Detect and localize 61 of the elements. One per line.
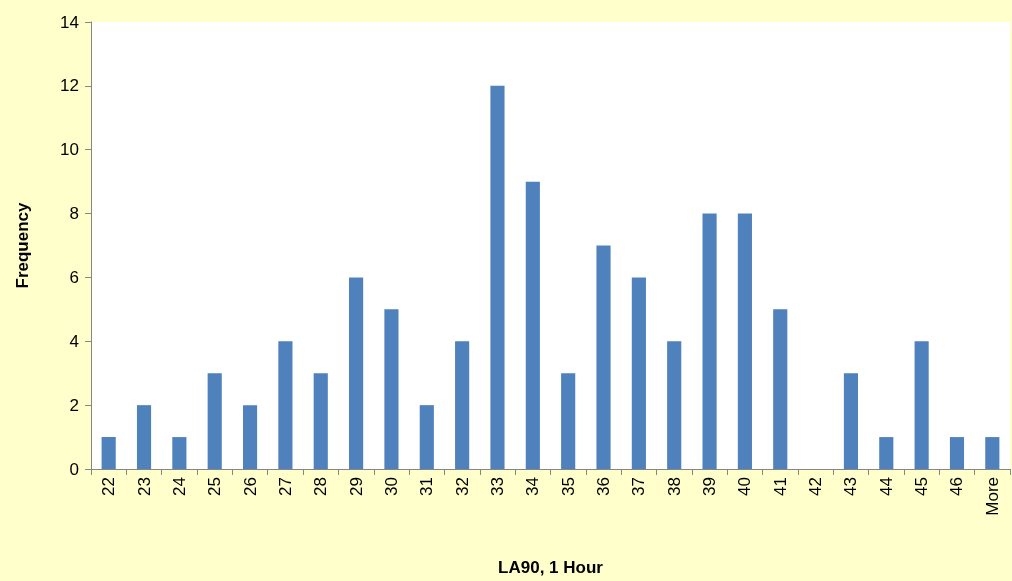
bar (278, 341, 293, 469)
x-tick-label: 34 (523, 477, 543, 496)
bar (101, 437, 116, 469)
x-tick-label: 37 (629, 477, 649, 496)
x-tick-label: More (982, 477, 1002, 516)
y-tick-label: 2 (69, 395, 79, 415)
bar (172, 437, 187, 469)
y-tick-label: 8 (69, 204, 79, 224)
bar (949, 437, 965, 469)
x-tick-label: 45 (912, 477, 932, 496)
bar (490, 85, 505, 469)
bar (985, 437, 1000, 469)
x-tick-label: 25 (205, 477, 225, 496)
bar (136, 405, 152, 469)
bar (737, 213, 752, 469)
x-tick-label: 41 (770, 477, 790, 496)
x-tick-label: 43 (841, 477, 861, 496)
bar (313, 373, 328, 469)
x-tick-label: 24 (169, 477, 189, 496)
bar (561, 373, 576, 469)
bar (773, 309, 788, 469)
x-axis-title: LA90, 1 Hour (498, 558, 604, 577)
x-tick-label: 36 (594, 477, 614, 496)
bar (525, 181, 540, 469)
x-tick-label: 27 (275, 477, 295, 496)
bar (419, 405, 434, 469)
bar (843, 373, 859, 469)
x-tick-label: 35 (558, 477, 578, 496)
bar (384, 309, 399, 469)
x-tick-label: 28 (311, 477, 331, 496)
x-tick-label: 42 (806, 477, 826, 496)
x-tick-label: 26 (240, 477, 260, 496)
bar (914, 341, 929, 469)
y-tick-label: 4 (69, 331, 79, 351)
x-tick-label: 33 (487, 477, 507, 496)
bar (207, 373, 222, 469)
bar (349, 277, 364, 469)
bar (879, 437, 894, 469)
y-axis-title: Frequency (13, 201, 32, 289)
bar (667, 341, 682, 469)
bar (455, 341, 470, 469)
x-tick-label: 38 (664, 477, 684, 496)
x-tick-label: 40 (735, 477, 755, 496)
x-tick-label: 46 (947, 477, 967, 496)
x-tick-label: 31 (417, 477, 437, 496)
x-tick-label: 30 (381, 477, 401, 496)
y-tick-label: 12 (60, 76, 79, 96)
bar (702, 213, 717, 469)
x-tick-label: 29 (346, 477, 366, 496)
y-tick-label: 14 (60, 12, 79, 32)
x-tick-label: 23 (134, 477, 154, 496)
y-tick-label: 0 (69, 459, 79, 479)
x-tick-label: 22 (99, 477, 119, 496)
x-tick-label: 32 (452, 477, 472, 496)
y-tick-label: 10 (60, 140, 79, 160)
bar (596, 245, 611, 469)
y-tick-label: 6 (69, 267, 79, 287)
x-tick-label: 39 (700, 477, 720, 496)
bar (242, 405, 258, 469)
bar (631, 277, 646, 469)
x-tick-label: 44 (876, 477, 896, 496)
